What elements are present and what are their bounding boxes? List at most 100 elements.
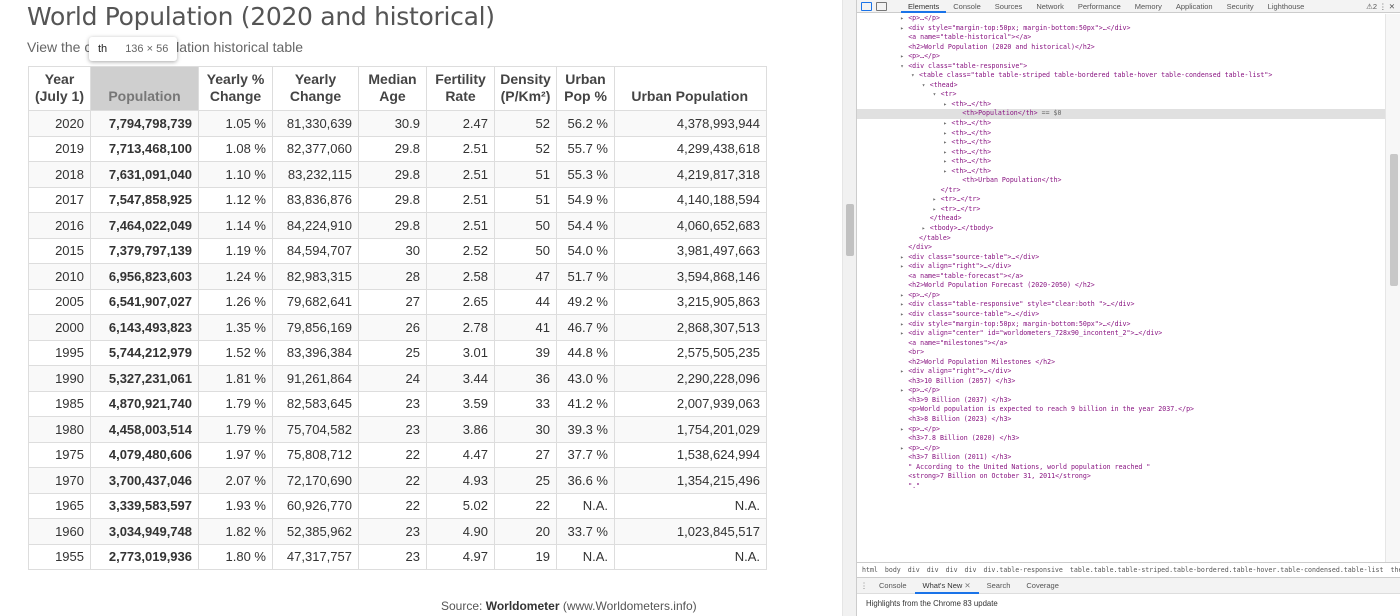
dom-node[interactable]: ▸ <tbody>…</tbody> [857,224,1385,234]
expand-toggle-icon[interactable]: ▸ [943,100,948,108]
close-icon[interactable]: ✕ [964,581,971,590]
devtools-tab-lighthouse[interactable]: Lighthouse [1267,1,1305,11]
table-row[interactable]: 2019 7,713,468,100 1.08 % 82,377,060 29.8 2.5… [28,135,767,162]
dom-node[interactable]: <h3>7 Billion (2011) </h3> [857,453,1385,463]
expand-toggle-icon[interactable]: ▸ [943,129,948,137]
breadcrumb-item[interactable]: div.table-responsive [983,566,1063,574]
expand-toggle-icon[interactable]: ▸ [900,320,904,328]
dom-node[interactable]: ▾ <div class="table-responsive"> [857,62,1385,72]
dom-node[interactable]: <a name="table-historical"></a> [857,33,1385,43]
drawer-tab-search[interactable]: Search [979,577,1019,594]
dom-node[interactable]: ▸ <p>…</p> [857,444,1385,454]
dom-node[interactable]: ▸ <div class="table-responsive" style="cl… [857,300,1385,310]
inspect-element-icon[interactable] [861,1,872,11]
expand-toggle-icon[interactable]: ▸ [943,158,948,166]
dom-node[interactable]: ▸ <th>…</th> [857,119,1385,129]
dom-node[interactable]: ▸ <p>…</p> [857,14,1385,24]
devtools-tab-application[interactable]: Application [1175,1,1213,11]
breadcrumb-item[interactable]: thead [1390,566,1400,574]
table-row[interactable]: 1980 4,458,003,514 1.79 % 75,704,582 23 3.86 3… [28,416,767,443]
column-header-8[interactable]: Urban Population [614,66,767,111]
dom-node[interactable]: ▸ <p>…</p> [857,52,1385,62]
column-header-4[interactable]: Median Age [358,66,427,111]
dom-node[interactable]: </tr> [857,186,1385,196]
dom-node[interactable]: ▾ <tr> [857,90,1385,100]
dom-node[interactable]: <h2>World Population Forecast (2020-2050… [857,281,1385,291]
dom-node[interactable]: ▸ <div style="margin-top:50px; margin-bot… [857,24,1385,34]
expand-toggle-icon[interactable]: ▸ [900,15,904,22]
breadcrumb-item[interactable]: div [907,566,920,574]
expand-toggle-icon[interactable]: ▾ [932,91,937,99]
expand-toggle-icon[interactable]: ▸ [900,310,904,318]
dom-node[interactable]: <a name="table-forecast"></a> [857,272,1385,282]
expand-toggle-icon[interactable]: ▸ [900,263,904,271]
dom-node[interactable]: ▸ <p>…</p> [857,291,1385,301]
table-row[interactable]: 2000 6,143,493,823 1.35 % 79,856,169 26 2.78 4… [28,314,767,341]
expand-toggle-icon[interactable]: ▸ [943,148,948,156]
dom-node[interactable]: ▸ <p>…</p> [857,425,1385,435]
dom-node[interactable]: <h2>World Population (2020 and historica… [857,43,1385,53]
dom-node[interactable]: ▸ <div style="margin-top:50px; margin-bot… [857,320,1385,330]
devtools-tab-memory[interactable]: Memory [1134,1,1162,11]
table-row[interactable]: 1990 5,327,231,061 1.81 % 91,261,864 24 3.44 3… [28,365,767,392]
source-name[interactable]: Worldometer [485,599,560,613]
table-row[interactable]: 2010 6,956,823,603 1.24 % 82,983,315 28 2.58 4… [28,263,767,290]
expand-toggle-icon[interactable]: ▾ [911,72,915,80]
breadcrumb-item[interactable]: div [964,566,977,574]
expand-toggle-icon[interactable]: ▸ [900,291,904,299]
table-row[interactable]: 1995 5,744,212,979 1.52 % 83,396,384 25 3.01 3… [28,339,767,366]
dom-node[interactable]: ▾ <table class="table table-striped table… [857,71,1385,81]
table-row[interactable]: 1965 3,339,583,597 1.93 % 60,926,770 22 5.02 2… [28,492,767,519]
devtools-tab-network[interactable]: Network [1036,1,1064,11]
dom-node[interactable]: ▸ <th>…</th> [857,157,1385,167]
table-row[interactable]: 2018 7,631,091,040 1.10 % 83,232,115 29.8 2.5… [28,161,767,188]
dom-node[interactable]: ▸ <div class="source-table">…</div> [857,310,1385,320]
expand-toggle-icon[interactable]: ▸ [900,368,904,376]
breadcrumb-item[interactable]: div [926,566,939,574]
breadcrumb-item[interactable]: body [884,566,901,574]
table-row[interactable]: 1970 3,700,437,046 2.07 % 72,170,690 22 4.93 2… [28,467,767,494]
table-row[interactable]: 2015 7,379,797,139 1.19 % 84,594,707 30 2.52 5… [28,237,767,264]
breadcrumb-item[interactable]: table.table.table-striped.table-bordered… [1069,566,1384,574]
breadcrumb-item[interactable]: div [945,566,958,574]
expand-toggle-icon[interactable]: ▸ [932,196,937,204]
expand-toggle-icon[interactable]: ▸ [900,444,904,452]
expand-toggle-icon[interactable]: ▸ [943,167,948,175]
breadcrumb-item[interactable]: html [862,566,878,574]
dom-node[interactable]: </table> [857,234,1385,244]
dom-node[interactable]: " According to the United Nations, world… [857,463,1385,473]
expand-toggle-icon[interactable]: ▸ [900,301,904,309]
table-row[interactable]: 1960 3,034,949,748 1.82 % 52,385,962 23 4.90 2… [28,518,767,545]
dom-node[interactable]: ▸ <th>…</th> [857,148,1385,158]
table-row[interactable]: 1985 4,870,921,740 1.79 % 82,583,645 23 3.59 3… [28,390,767,417]
devtools-tab-elements[interactable]: Elements [901,0,947,13]
table-row[interactable]: 1975 4,079,480,606 1.97 % 75,808,712 22 4.47 2… [28,441,767,468]
column-header-5[interactable]: Fertility Rate [426,66,495,111]
devtools-tab-console[interactable]: Console [953,1,981,11]
table-row[interactable]: 2020 7,794,798,739 1.05 % 81,330,639 30.9 2.4… [28,110,767,137]
column-header-3[interactable]: Yearly Change [272,66,359,111]
expand-toggle-icon[interactable]: ▸ [900,425,904,433]
dom-node[interactable]: ▸ <div align="right">…</div> [857,262,1385,272]
dom-node[interactable]: <p>World population is expected to reach… [857,405,1385,415]
dom-node[interactable]: <h3>9 Billion (2037) </h3> [857,396,1385,406]
column-header-1[interactable]: Population [90,66,199,111]
expand-toggle-icon[interactable]: ▸ [921,225,926,233]
page-scrollbar-thumb[interactable] [846,204,854,256]
table-row[interactable]: 2005 6,541,907,027 1.26 % 79,682,641 27 2.65 4… [28,288,767,315]
devtools-toolbar-right[interactable]: ⚠2 ⋮ ✕ [1366,1,1395,11]
expand-toggle-icon[interactable]: ▸ [900,387,904,395]
dom-tree-scrollbar-thumb[interactable] [1390,154,1398,286]
drawer-menu-icon[interactable]: ⋮ [860,581,868,590]
dom-node[interactable]: <h3>8 Billion (2023) </h3> [857,415,1385,425]
table-row[interactable]: 2017 7,547,858,925 1.12 % 83,836,876 29.8 2.5… [28,186,767,213]
dom-node[interactable]: "." [857,482,1385,492]
expand-toggle-icon[interactable]: ▾ [921,81,926,89]
dom-node[interactable]: </div> [857,243,1385,253]
devtools-tab-security[interactable]: Security [1226,1,1254,11]
expand-toggle-icon[interactable]: ▸ [900,253,904,261]
column-header-0[interactable]: Year (July 1) [28,66,91,111]
drawer-tab-coverage[interactable]: Coverage [1018,577,1067,594]
dom-node[interactable]: ▾ <thead> [857,81,1385,91]
expand-toggle-icon[interactable]: ▸ [900,53,904,61]
